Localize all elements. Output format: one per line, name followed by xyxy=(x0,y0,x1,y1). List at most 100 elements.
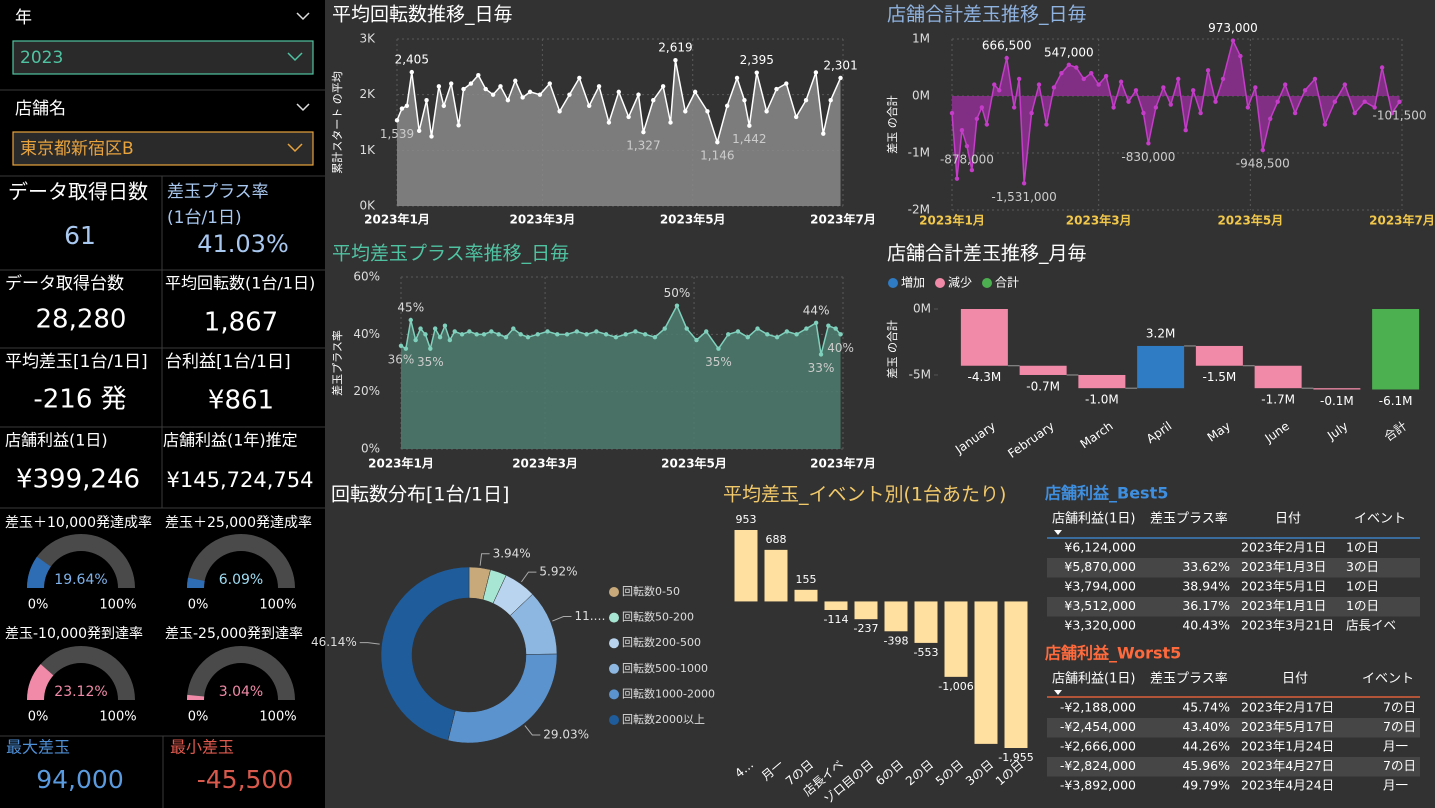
slicer-box[interactable] xyxy=(12,40,314,75)
chart-title: 平均差玉_イベント別(1台あたり) xyxy=(723,484,1006,506)
point xyxy=(394,118,400,123)
dropdown-chevron xyxy=(287,52,303,62)
point xyxy=(1004,55,1009,61)
y-tick-label: -1M xyxy=(908,146,930,160)
table-cell: 2023年4月27日 xyxy=(1241,758,1334,773)
y-axis-title: 差玉 の合計 xyxy=(885,95,899,154)
table-cell: 2023年1月3日 xyxy=(1241,559,1326,574)
kpi-title: データ取得日数 xyxy=(8,180,148,204)
point xyxy=(586,103,592,109)
table-cell: 1の日 xyxy=(1346,579,1379,594)
legend-label: 回転数1000-2000 xyxy=(622,687,715,700)
point xyxy=(555,332,560,337)
point xyxy=(481,332,487,337)
data-label: 44% xyxy=(803,303,830,317)
point xyxy=(452,329,457,334)
table-cell: -¥2,454,000 xyxy=(1060,719,1136,734)
point xyxy=(692,89,698,95)
point xyxy=(959,128,965,133)
point xyxy=(545,329,550,334)
slicer-box[interactable] xyxy=(12,131,314,166)
legend-label: 回転数0-50 xyxy=(622,585,680,598)
kpi-value: ¥145,724,754 xyxy=(167,468,314,492)
legend-swatch xyxy=(609,638,619,649)
gauge-value xyxy=(27,664,54,700)
point xyxy=(1161,85,1166,90)
point xyxy=(483,86,488,92)
point xyxy=(784,329,790,334)
x-tick-label: 2023年3月 xyxy=(1066,213,1132,228)
legend-label: 回転数50-200 xyxy=(622,611,694,624)
point xyxy=(416,128,422,134)
point xyxy=(476,72,481,78)
point xyxy=(694,337,699,343)
slicer-label: 年 xyxy=(15,8,32,28)
y-tick-label: 1K xyxy=(359,143,376,157)
table-cell: 36.17% xyxy=(1182,598,1230,613)
data-label: -398 xyxy=(884,634,909,647)
table-cell: ¥3,512,000 xyxy=(1064,598,1136,613)
table-cell: 40.43% xyxy=(1182,618,1230,633)
point xyxy=(409,69,414,75)
data-label: 155 xyxy=(796,573,817,586)
data-label: -1.7M xyxy=(1261,393,1295,407)
point xyxy=(794,332,799,337)
table-cell: 43.40% xyxy=(1182,719,1230,734)
kpi-value: 28,280 xyxy=(36,305,127,335)
point xyxy=(505,98,511,103)
point xyxy=(1302,88,1308,93)
side-dividers xyxy=(0,89,325,808)
row-stripe xyxy=(1047,558,1420,578)
row-stripe xyxy=(1047,597,1420,617)
point xyxy=(984,122,990,127)
data-label: -1.0M xyxy=(1085,393,1119,407)
area-fill xyxy=(397,60,841,206)
point xyxy=(1074,65,1079,70)
legend-swatch xyxy=(609,715,619,725)
point xyxy=(557,109,562,114)
point xyxy=(828,98,833,103)
table-cell: 店長イベ xyxy=(1346,618,1396,633)
gauge-value-label: 3.04% xyxy=(219,684,263,700)
y-tick-label: 3K xyxy=(359,32,376,46)
column-header: 店舗利益(1日) xyxy=(1052,672,1135,687)
table-cell: ¥3,794,000 xyxy=(1064,579,1136,594)
y-tick-label: 60% xyxy=(353,270,380,284)
point xyxy=(496,332,501,337)
table-cell: 44.26% xyxy=(1182,739,1230,754)
gauge-value xyxy=(27,556,51,588)
table-cell: 2023年5月17日 xyxy=(1241,719,1334,734)
table-title: 店舗利益_Best5 xyxy=(1045,484,1168,503)
point xyxy=(1268,116,1273,122)
point xyxy=(404,103,410,109)
point xyxy=(1176,76,1181,82)
chart-title: 平均回転数推移_日毎 xyxy=(332,4,513,26)
point xyxy=(668,120,673,125)
data-label: 2,395 xyxy=(740,53,774,67)
gauge-value-label: 23.12% xyxy=(54,684,107,700)
point xyxy=(804,326,809,331)
point xyxy=(1029,110,1034,116)
table-cell: -¥2,188,000 xyxy=(1060,700,1136,715)
point xyxy=(468,81,474,86)
gauge-track xyxy=(187,646,295,700)
point xyxy=(633,329,638,334)
point xyxy=(1111,105,1116,110)
point xyxy=(662,326,667,331)
table-cell: 1の日 xyxy=(1346,540,1379,555)
gauge-title: 差玉-25,000発到達率 xyxy=(165,626,303,642)
table-cell: 38.94% xyxy=(1182,579,1230,594)
chart-title: 回転数分布[1台/1日] xyxy=(331,484,509,506)
point xyxy=(735,329,741,334)
bar xyxy=(1019,365,1067,375)
point xyxy=(398,343,404,348)
point xyxy=(1362,99,1367,104)
data-label: 11.… xyxy=(574,609,605,623)
table-cell: -¥2,824,000 xyxy=(1060,758,1136,773)
x-tick-label: 2023年3月 xyxy=(512,456,578,471)
row-stripe xyxy=(1047,718,1420,738)
gauge-track xyxy=(187,534,295,588)
point xyxy=(527,89,533,95)
point xyxy=(520,95,525,100)
